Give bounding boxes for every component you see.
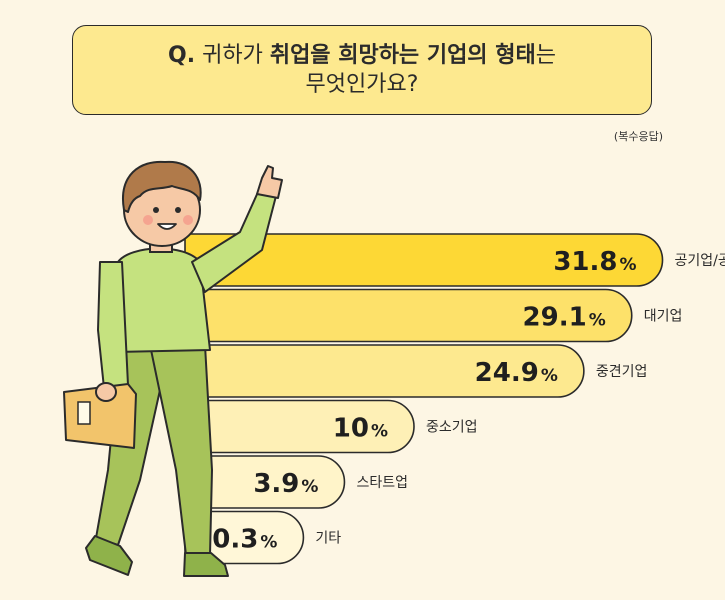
bar-row: 31.8% 공기업/공공기관 [184,233,725,287]
value-unit: % [541,366,558,386]
category-label: 중소기업 [426,420,478,436]
left-eye [153,207,159,213]
question-text-suffix: 는 [535,42,556,68]
value-label: 29.1% [523,303,606,333]
bar-row: 0.3% 기타 [184,510,341,565]
bar [184,233,664,287]
value-number: 0.3 [212,525,258,555]
left-shoe [85,535,133,576]
value-label: 31.8% [553,247,636,277]
question-line-2: 무엇인가요? [305,72,419,97]
bar [184,288,633,343]
value-number: 3.9 [253,469,299,499]
value-unit: % [619,255,636,275]
value-unit: % [301,477,318,497]
category-label: 대기업 [644,309,683,325]
bar-row: 10% 중소기업 [184,399,478,454]
hair [122,160,202,213]
bar [184,399,415,454]
value-label: 0.3% [212,525,277,555]
bar-row: 29.1% 대기업 [184,288,683,343]
question-prefix: Q. [168,42,196,68]
person-illustration [63,160,283,577]
value-unit: % [371,422,388,442]
bar-row: 24.9% 중견기업 [184,344,648,398]
bar [184,344,585,398]
value-number: 29.1 [523,303,587,333]
category-label: 기타 [315,531,341,547]
raised-hand [256,165,283,199]
question-box: Q. 귀하가 취업을 희망하는 기업의 형태는 무엇인가요? [72,25,652,115]
bar [184,455,346,509]
folder-label [77,401,91,425]
value-number: 31.8 [553,247,617,277]
category-label: 중견기업 [596,364,648,380]
question-line-1: Q. 귀하가 취업을 희망하는 기업의 형태는 [168,42,556,70]
right-shoe [183,552,229,577]
bar [184,510,305,565]
value-number: 10 [333,414,369,444]
right-leg [149,344,213,556]
question-text-highlight: 취업을 희망하는 기업의 형태 [269,42,536,68]
lower-arm [97,261,129,389]
mouth [157,223,177,230]
right-cheek [183,215,193,225]
lower-hand [95,382,117,402]
value-unit: % [589,311,606,331]
value-label: 3.9% [253,469,318,499]
value-unit: % [260,533,277,553]
value-label: 10% [333,414,388,444]
bar-group: 31.8% 공기업/공공기관 29.1% 대기업 24.9% 중견기업 10% 중소기업 3.9… [184,233,725,565]
multiple-response-note: (복수응답) [613,130,663,143]
question-text-plain: 귀하가 [202,42,270,68]
left-cheek [143,215,153,225]
value-label: 24.9% [475,358,558,388]
bar-row: 3.9% 스타트업 [184,455,408,509]
category-label: 스타트업 [356,475,408,491]
folder [63,383,137,449]
category-label: 공기업/공공기관 [675,253,725,269]
value-number: 24.9 [475,358,539,388]
right-eye [175,207,181,213]
